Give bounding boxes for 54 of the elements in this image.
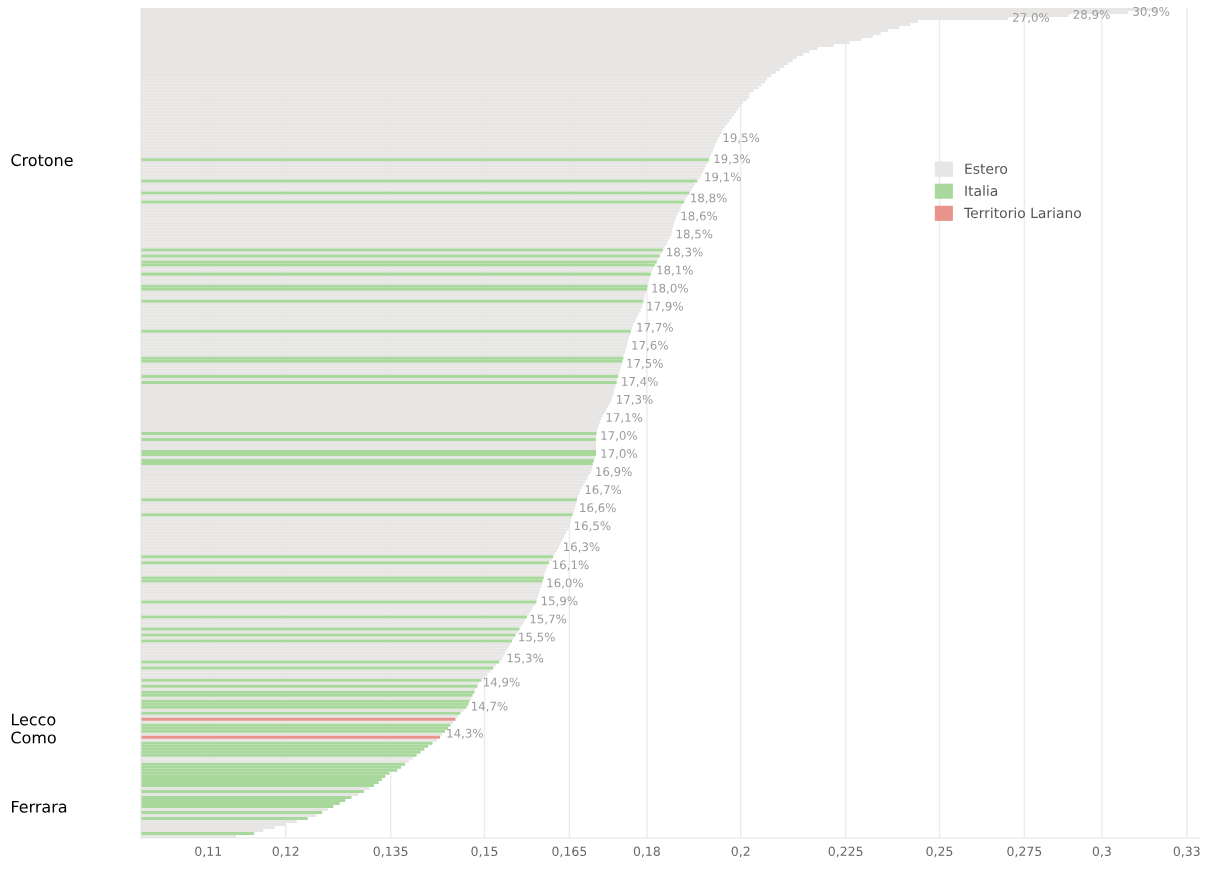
text: 16,5% (574, 521, 611, 532)
text: 17,0% (601, 449, 637, 460)
x-tick-label: 0,275 (1007, 846, 1042, 858)
x-tick-label: 0,33 (1173, 846, 1200, 858)
x-tick-label: 0,135 (373, 846, 408, 858)
text: 15,9% (541, 596, 578, 607)
text: 18,0% (652, 283, 688, 294)
text: 16,0% (547, 578, 583, 589)
x-tick-label: 0,15 (471, 846, 498, 858)
x-tick-label: 0,165 (552, 846, 587, 858)
text: 15,3% (507, 653, 544, 664)
text: 14,9% (484, 677, 520, 688)
text: 17,7% (637, 322, 673, 333)
text: 18,5% (676, 229, 713, 240)
text: 16,9% (596, 467, 632, 478)
text: 15,5% (519, 632, 555, 643)
text: 16,7% (585, 485, 622, 496)
text: 18,1% (657, 265, 693, 276)
text: 18,8% (691, 193, 727, 204)
text: 16,6% (580, 503, 616, 514)
x-tick-label: 0,25 (926, 846, 953, 858)
x-tick-label: 0,2 (731, 846, 750, 858)
x-tick-label: 0,11 (195, 846, 221, 858)
text: 17,0% (601, 431, 637, 442)
text: 17,1% (606, 412, 643, 424)
text: 27,0% (1013, 12, 1050, 24)
y-tick-label: Crotone (11, 154, 73, 167)
legend-label: Territorio Lariano (963, 207, 1081, 219)
y-tick-label: Como (11, 731, 56, 744)
text: 19,5% (723, 133, 760, 144)
y-tick-label: Ferrara (12, 800, 67, 813)
legend-label: Italia (965, 185, 998, 197)
text: 17,6% (632, 340, 668, 351)
text: 17,5% (627, 358, 663, 369)
text: 28,9% (1073, 9, 1110, 21)
text: 18,6% (681, 211, 718, 222)
text: 14,7% (471, 701, 508, 712)
text: 19,1% (705, 172, 741, 183)
y-tick-label: Lecco (12, 713, 56, 726)
text: 30,9% (1133, 6, 1170, 18)
text: 17,3% (617, 394, 653, 406)
x-tick-label: 0,3 (1092, 846, 1111, 858)
text: 17,4% (622, 376, 658, 388)
x-tick-label: 0,225 (828, 846, 863, 858)
text: 14,3% (447, 728, 483, 739)
text: 19,3% (714, 154, 751, 165)
x-tick-label: 0,18 (633, 846, 660, 858)
text: 16,1% (553, 560, 589, 571)
text: 17,9% (647, 301, 683, 312)
text: 16,3% (563, 542, 600, 553)
x-tick-label: 0,12 (272, 846, 299, 858)
text: 15,7% (530, 614, 567, 625)
text: 18,3% (667, 247, 703, 258)
legend-label: Estero (965, 163, 1008, 174)
